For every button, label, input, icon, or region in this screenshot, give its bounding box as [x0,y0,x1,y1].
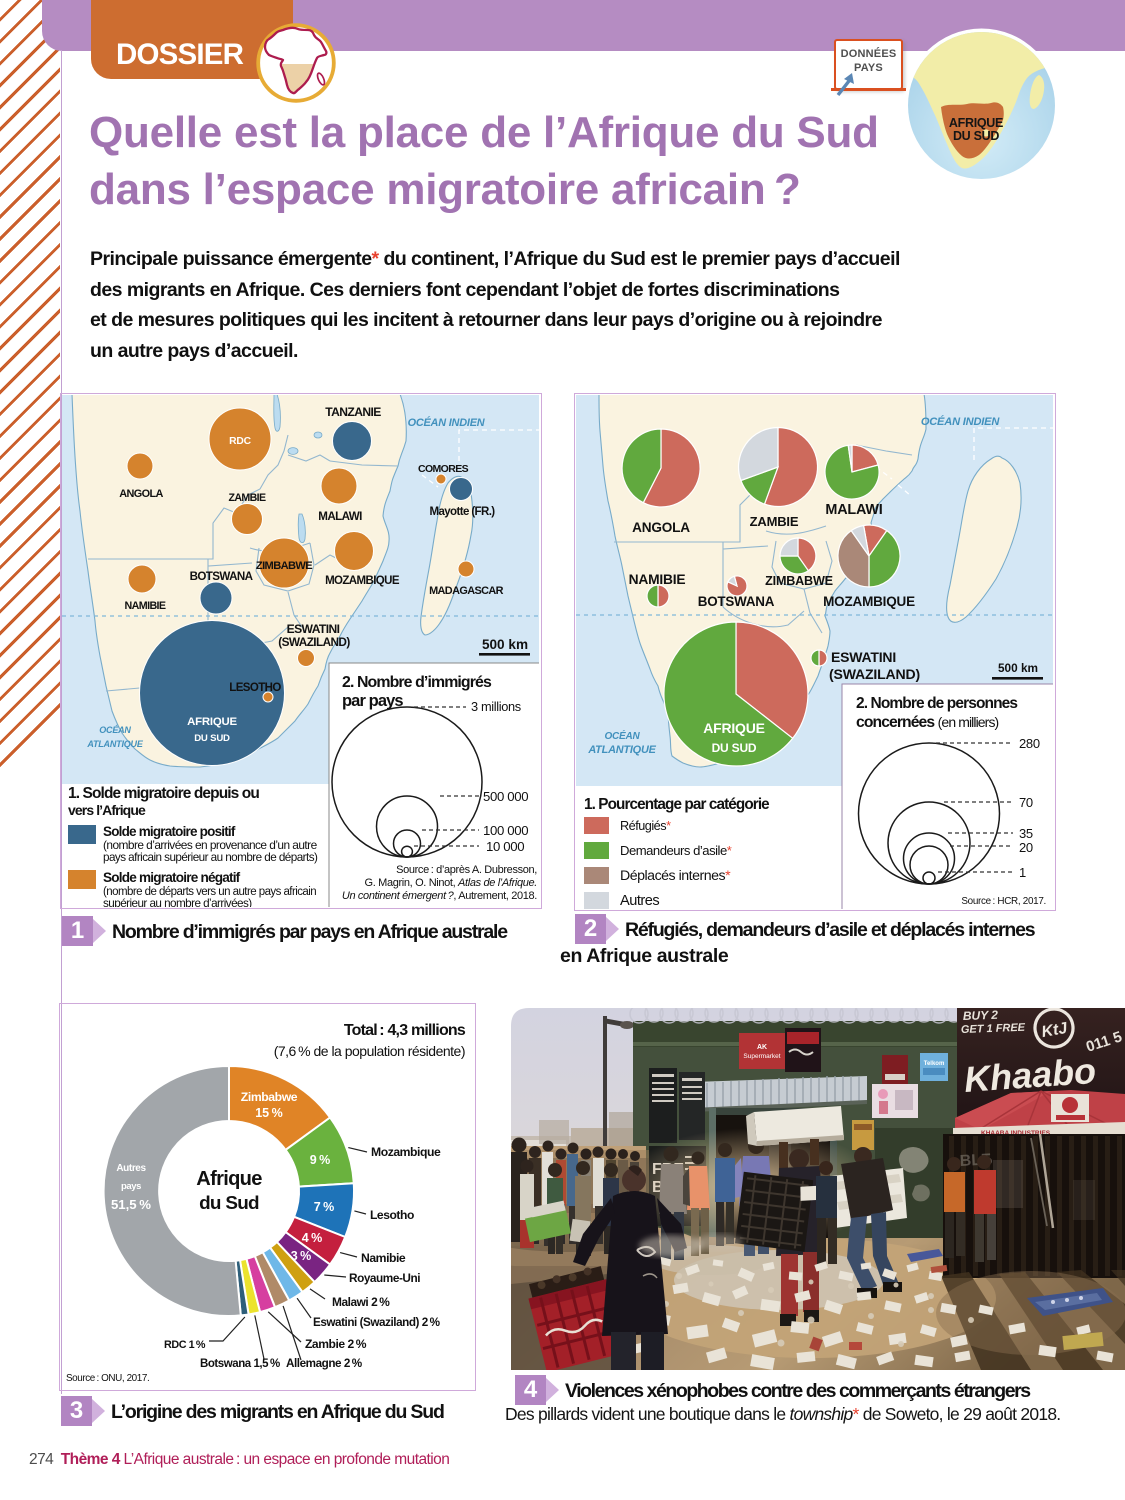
svg-text:Zambie 2 %: Zambie 2 % [305,1337,367,1351]
svg-text:Solde migratoire positif: Solde migratoire positif [103,824,236,839]
svg-text:Demandeurs d’asile*: Demandeurs d’asile* [620,843,732,858]
svg-text:Solde migratoire négatif: Solde migratoire négatif [103,870,241,885]
svg-text:Total : 4,3 millions: Total : 4,3 millions [343,1022,465,1039]
svg-text:70: 70 [1019,795,1033,810]
svg-text:280: 280 [1019,736,1040,751]
svg-text:ATLANTIQUE: ATLANTIQUE [86,739,144,749]
svg-text:(7,6 % de la population réside: (7,6 % de la population résidente) [273,1043,464,1059]
svg-text:35: 35 [1019,826,1033,841]
svg-text:Afrique: Afrique [196,1168,262,1190]
svg-text:9 %: 9 % [309,1153,330,1167]
svg-text:MOZAMBIQUE: MOZAMBIQUE [325,575,400,587]
svg-text:Allemagne 2 %: Allemagne 2 % [286,1357,363,1370]
svg-text:Eswatini (Swaziland) 2 %: Eswatini (Swaziland) 2 % [313,1316,441,1329]
svg-text:Telkom: Telkom [924,1061,945,1067]
svg-text:pays: pays [120,1181,140,1192]
svg-text:MOZAMBIQUE: MOZAMBIQUE [823,594,915,609]
svg-text:Source : ONU, 2017.: Source : ONU, 2017. [66,1373,149,1384]
svg-text:1. Solde migratoire depuis ou: 1. Solde migratoire depuis ou [68,785,259,802]
svg-text:LESOTHO: LESOTHO [229,682,281,694]
svg-text:10 000: 10 000 [486,839,524,854]
svg-text:Un continent émergent ?, Autre: Un continent émergent ?, Autrement, 2018… [341,890,536,902]
svg-text:GET 1 FREE: GET 1 FREE [961,1022,1026,1036]
svg-text:Réfugiés*: Réfugiés* [620,819,671,833]
svg-text:500 000: 500 000 [483,789,528,804]
svg-text:G. Magrin, O. Ninot, Atlas de: G. Magrin, O. Ninot, Atlas de l’Afrique. [364,877,536,889]
svg-text:4 %: 4 % [301,1231,322,1245]
svg-text:2. Nombre de personnes: 2. Nombre de personnes [856,695,1017,712]
svg-text:NAMIBIE: NAMIBIE [124,600,165,612]
svg-text:ANGOLA: ANGOLA [632,520,690,535]
svg-text:ESWATINI: ESWATINI [286,622,339,636]
svg-text:15 %: 15 % [255,1106,283,1120]
svg-text:AFRIQUE: AFRIQUE [949,116,1003,130]
svg-text:Royaume-Uni: Royaume-Uni [349,1271,420,1285]
svg-text:MALAWI: MALAWI [825,502,882,518]
svg-text:3 millions: 3 millions [471,699,521,714]
svg-text:(SWAZILAND): (SWAZILAND) [278,635,350,649]
svg-text:Lesotho: Lesotho [370,1208,414,1222]
svg-text:(nombre de départs vers un aut: (nombre de départs vers un autre pays af… [103,886,316,898]
svg-text:ZAMBIE: ZAMBIE [228,492,266,504]
svg-text:ZIMBABWE: ZIMBABWE [765,574,833,588]
svg-text:Botswana 1,5 %: Botswana 1,5 % [200,1358,280,1370]
svg-text:(SWAZILAND): (SWAZILAND) [829,666,920,682]
svg-text:100 000: 100 000 [483,823,528,838]
svg-text:vers l’Afrique: vers l’Afrique [68,802,146,818]
svg-text:(nombre d’arrivées en provenan: (nombre d’arrivées en provenance d’un au… [103,838,318,852]
svg-text:Déplacés internes*: Déplacés internes* [620,868,731,884]
svg-text:TANZANIE: TANZANIE [325,405,381,419]
svg-text:Source : d’après A. Dubresson,: Source : d’après A. Dubresson, [396,864,537,876]
svg-text:AFRIQUE: AFRIQUE [187,716,237,728]
svg-text:MALAWI: MALAWI [318,510,362,523]
svg-text:DU SUD: DU SUD [953,129,999,143]
svg-text:KHAABA INDUSTRIES: KHAABA INDUSTRIES [981,1130,1051,1137]
svg-text:DU SUD: DU SUD [711,741,756,755]
svg-text:BOTSWANA: BOTSWANA [189,570,253,583]
svg-text:AFRIQUE: AFRIQUE [703,720,765,736]
svg-text:supérieur au nombre d’arrivées: supérieur au nombre d’arrivées) [103,897,252,907]
svg-text:par pays: par pays [342,692,403,710]
svg-text:1: 1 [1019,865,1026,880]
svg-text:OCÉAN INDIEN: OCÉAN INDIEN [407,416,485,429]
svg-text:NAMIBIE: NAMIBIE [628,572,685,587]
svg-text:BUY 2: BUY 2 [963,1008,999,1023]
svg-text:RDC 1 %: RDC 1 % [164,1339,206,1351]
svg-text:ESWATINI: ESWATINI [831,649,896,665]
svg-text:500 km: 500 km [481,637,527,652]
svg-text:ATLANTIQUE: ATLANTIQUE [587,744,656,756]
svg-text:Autres: Autres [620,893,659,909]
svg-text:OCÉAN INDIEN: OCÉAN INDIEN [920,415,1000,428]
svg-text:DU SUD: DU SUD [194,733,230,744]
svg-text:OCÉAN: OCÉAN [604,729,640,742]
svg-text:Supermarket: Supermarket [743,1053,780,1060]
svg-text:AK: AK [757,1044,767,1051]
svg-text:Source : HCR, 2017.: Source : HCR, 2017. [961,896,1046,907]
svg-text:OCÉAN: OCÉAN [99,725,131,735]
svg-text:3 %: 3 % [290,1249,311,1263]
svg-text:Namibie: Namibie [361,1251,406,1265]
svg-text:RDC: RDC [229,436,251,447]
svg-text:BOTSWANA: BOTSWANA [697,594,774,609]
svg-text:MADAGASCAR: MADAGASCAR [429,585,504,597]
svg-text:Mozambique: Mozambique [371,1145,441,1159]
svg-text:2. Nombre d’immigrés: 2. Nombre d’immigrés [342,674,492,691]
svg-text:pays africain supérieur au nom: pays africain supérieur au nombre de dép… [103,851,318,864]
svg-text:ZIMBABWE: ZIMBABWE [255,560,311,572]
svg-text:Autres: Autres [116,1163,146,1174]
svg-text:1. Pourcentage par catégorie: 1. Pourcentage par catégorie [584,796,769,813]
svg-text:ANGOLA: ANGOLA [119,488,163,500]
svg-text:500 km: 500 km [997,661,1037,675]
svg-text:7 %: 7 % [313,1200,334,1214]
svg-text:COMORES: COMORES [417,463,468,475]
svg-text:du Sud: du Sud [199,1193,259,1214]
svg-text:Mayotte (FR.): Mayotte (FR.) [429,506,495,518]
svg-text:51,5 %: 51,5 % [110,1197,150,1212]
svg-text:Malawi 2 %: Malawi 2 % [332,1295,390,1309]
svg-text:Zimbabwe: Zimbabwe [240,1090,297,1104]
svg-text:concernées (en milliers): concernées (en milliers) [856,714,999,731]
svg-text:ZAMBIE: ZAMBIE [749,514,798,529]
svg-text:20: 20 [1019,840,1033,855]
svg-text:KtJ: KtJ [1040,1020,1069,1041]
